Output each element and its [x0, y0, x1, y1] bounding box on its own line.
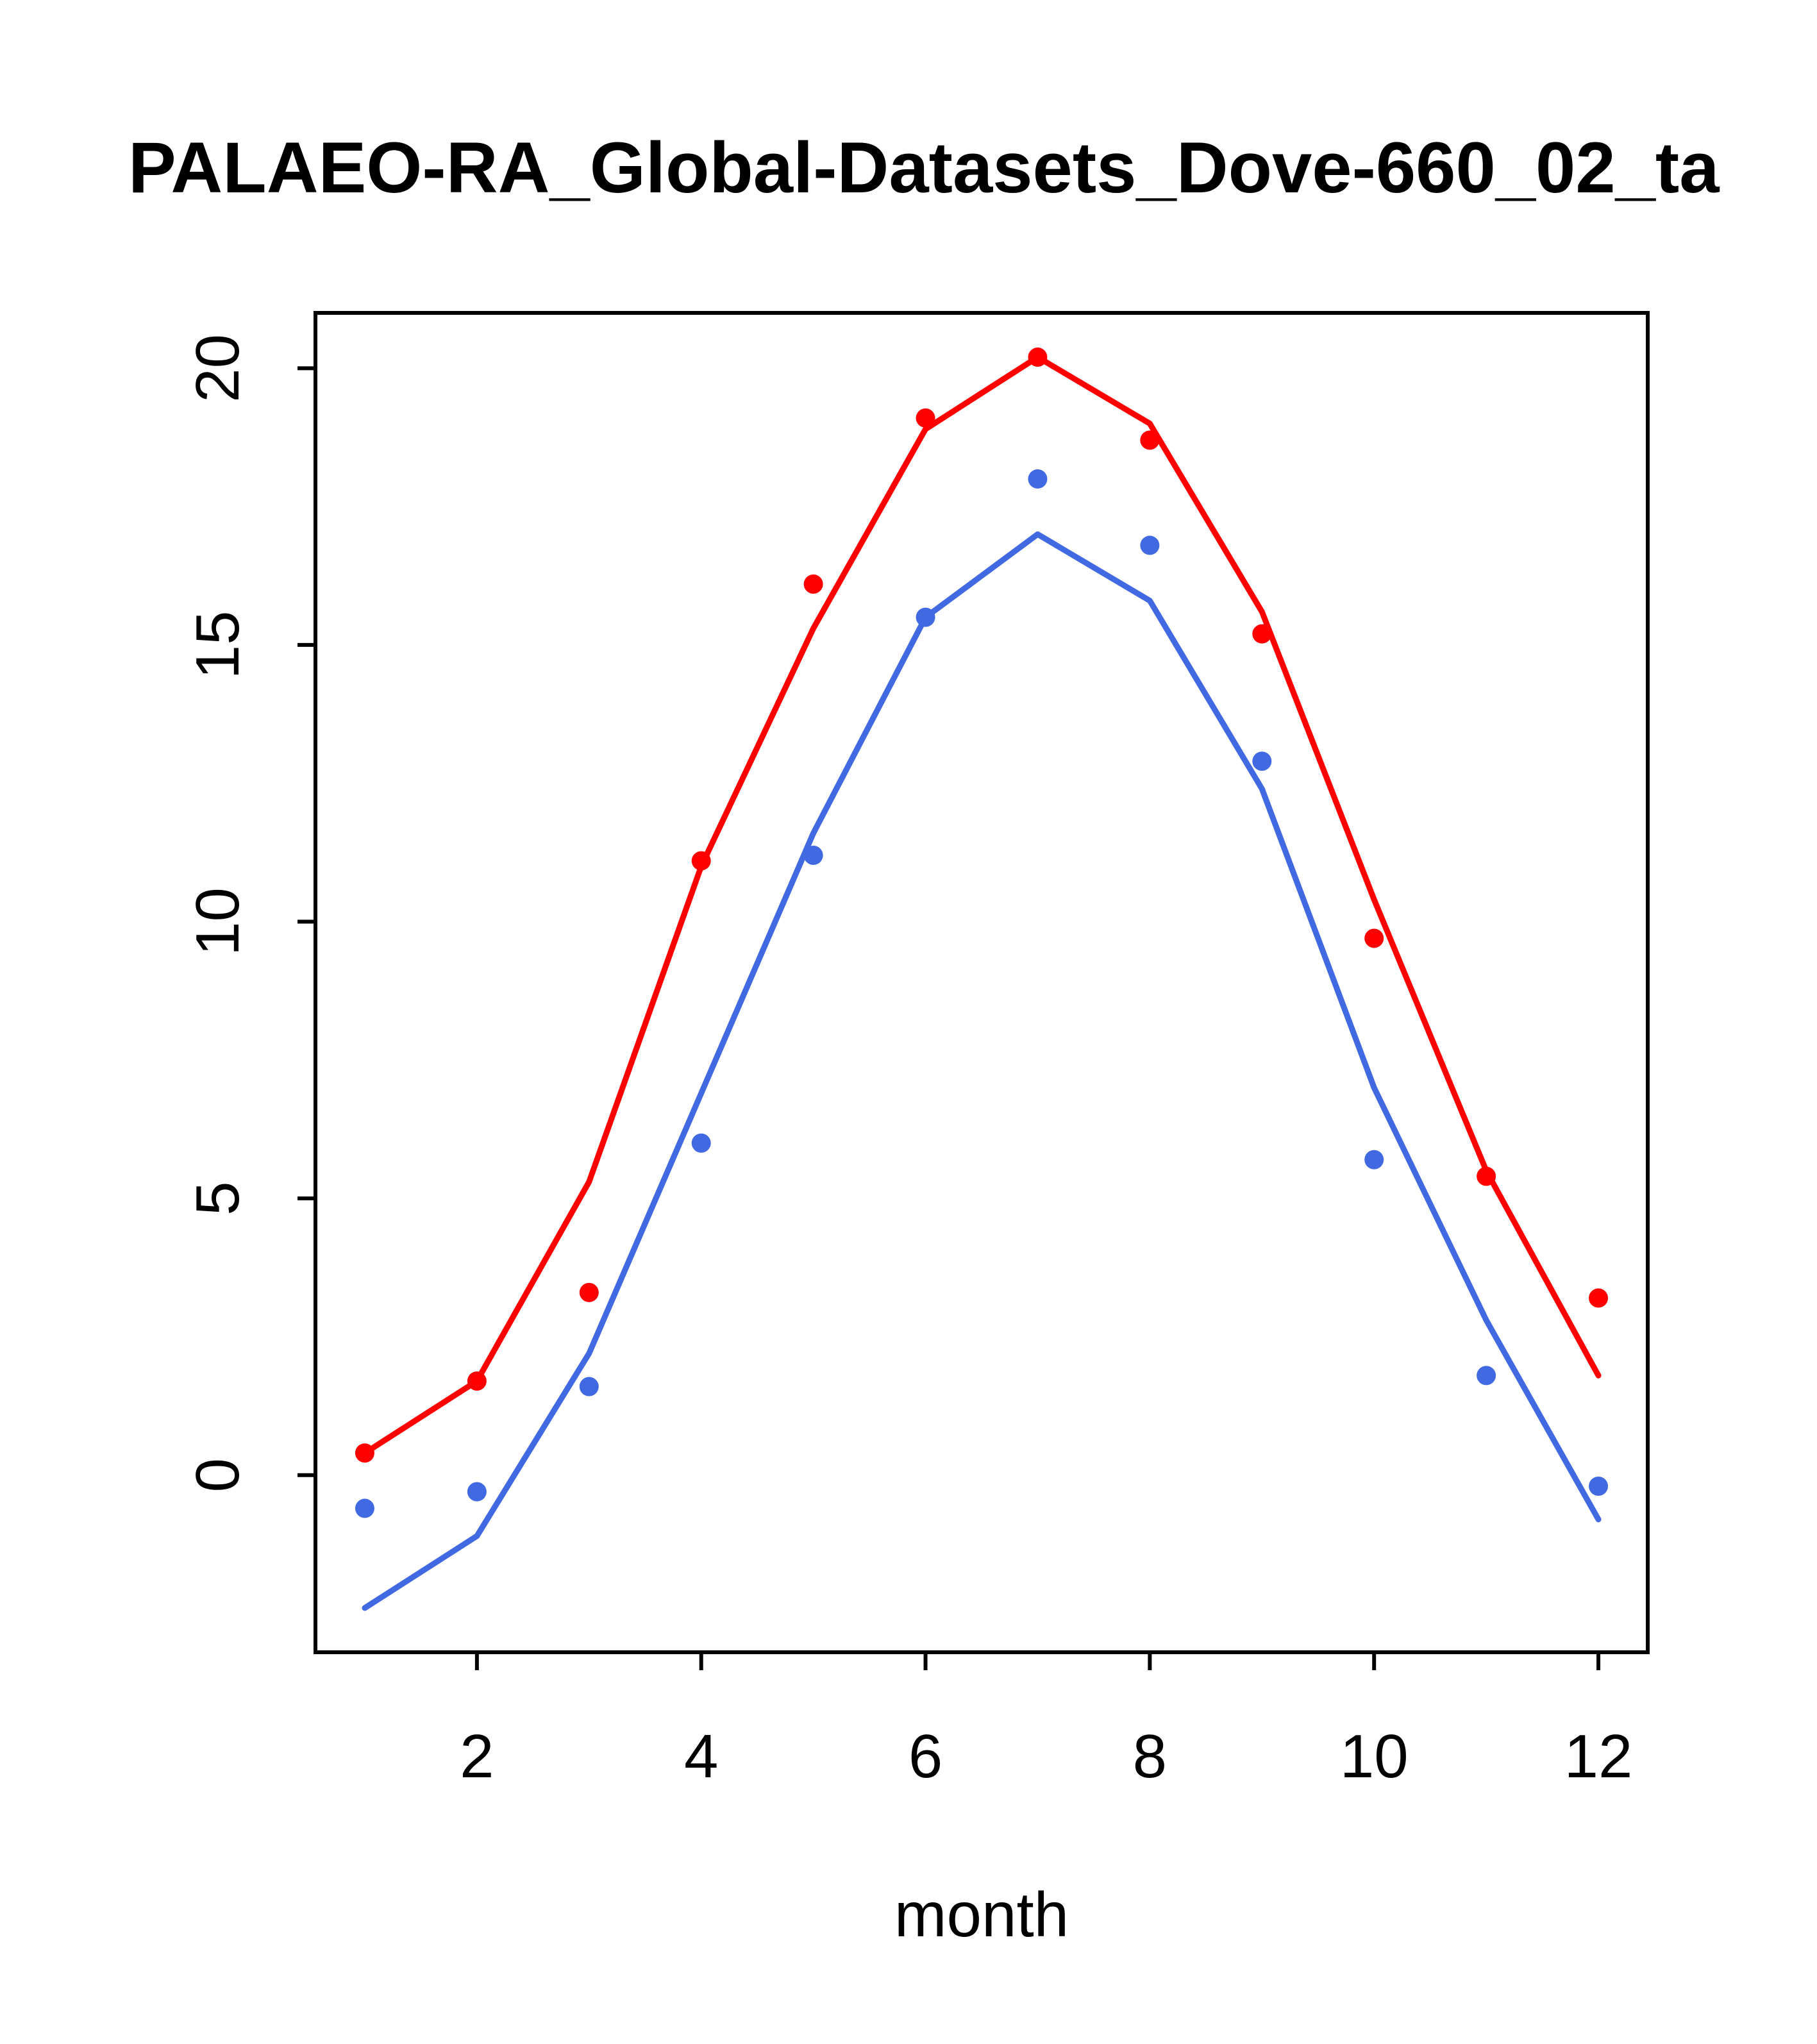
blue-points-point [1140, 535, 1160, 555]
chart-title: PALAEO-RA_Global-Datasets_Dove-660_02_ta [128, 128, 1720, 208]
red-points-point [691, 851, 711, 871]
red-points-point [1364, 928, 1384, 948]
blue-points-point [916, 607, 935, 627]
blue-points-point [803, 845, 823, 865]
blue-points-point [1477, 1366, 1496, 1386]
blue-points-point [691, 1133, 711, 1153]
red-points-point [1477, 1166, 1496, 1186]
blue-points-point [1589, 1477, 1609, 1496]
red-points-point [803, 574, 823, 594]
x-tick-label: 6 [908, 1722, 942, 1791]
red-points-point [916, 408, 935, 428]
blue-points-point [467, 1482, 487, 1502]
plot-area: 2 4 6 8 10 12 0 5 10 15 20 [183, 311, 1650, 1791]
red-points-point [467, 1371, 487, 1391]
blue-line [362, 531, 1602, 1611]
blue-points-point [579, 1377, 599, 1396]
y-tick-label: 5 [183, 1181, 252, 1215]
y-tick-label: 0 [183, 1458, 252, 1492]
red-points-point [1140, 430, 1160, 450]
x-tick-label: 10 [1340, 1722, 1409, 1791]
y-tick-label: 20 [183, 334, 252, 403]
x-tick-label: 8 [1133, 1722, 1167, 1791]
x-tick-label: 2 [460, 1722, 494, 1791]
red-points-point [355, 1443, 374, 1463]
red-points-point [579, 1282, 599, 1302]
plot-box [314, 311, 1650, 1654]
x-tick-label: 4 [684, 1722, 718, 1791]
x-tick-label: 12 [1564, 1722, 1633, 1791]
red-points-point [1252, 624, 1272, 644]
blue-points-point [1252, 751, 1272, 771]
red-points-point [1028, 348, 1048, 367]
red-line [362, 354, 1602, 1456]
y-tick-label: 10 [183, 887, 252, 956]
y-tick-label: 15 [183, 611, 252, 680]
red-points-point [1589, 1288, 1609, 1308]
blue-points-point [1028, 469, 1048, 489]
x-axis-title: month [894, 1879, 1069, 1950]
blue-points-point [355, 1498, 374, 1518]
blue-points-point [1364, 1150, 1384, 1169]
